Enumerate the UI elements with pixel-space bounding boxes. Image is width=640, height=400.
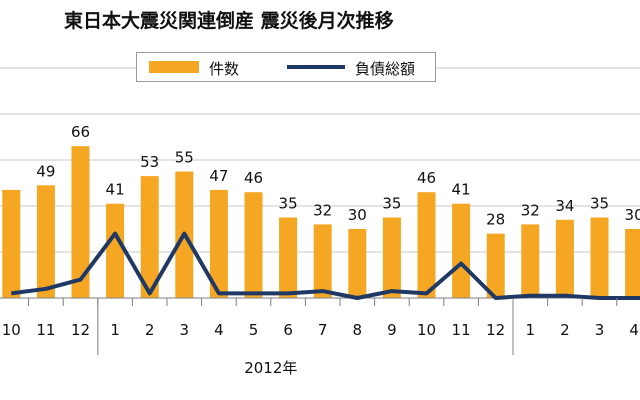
x-tick-label: 6 [283, 321, 293, 339]
bar-value-label: 47 [209, 167, 228, 185]
bar [313, 224, 332, 298]
bar [106, 203, 125, 298]
x-tick-label: 7 [318, 321, 328, 339]
bar-value-label: 49 [36, 162, 55, 180]
bar-value-label: 66 [71, 123, 90, 141]
bar [2, 189, 21, 298]
bar-value-label: 30 [625, 206, 640, 224]
bar-value-label: 46 [417, 169, 436, 187]
bar [348, 229, 367, 298]
bar [625, 229, 640, 298]
x-tick-label: 12 [486, 321, 505, 339]
bar-value-label: 53 [140, 153, 159, 171]
year-label: 2012年 [244, 359, 297, 377]
bar-value-label: 41 [106, 181, 125, 199]
bar-value-label: 35 [590, 195, 609, 213]
chart-legend: 件数 負債総額 [136, 52, 436, 82]
bar [140, 176, 159, 298]
bar-value-label: 34 [555, 197, 574, 215]
x-tick-label: 2 [145, 321, 155, 339]
bar [521, 224, 540, 298]
bar [71, 146, 90, 298]
bar [382, 217, 401, 298]
x-tick-label: 12 [71, 321, 90, 339]
bar-value-label: 35 [382, 195, 401, 213]
x-tick-label: 11 [452, 321, 471, 339]
bar [590, 217, 609, 298]
legend-swatch-bar [149, 61, 199, 73]
x-tick-label: 4 [629, 321, 639, 339]
bar-value-label: 35 [279, 195, 298, 213]
chart-title: 東日本大震災関連倒産 震災後月次推移 [64, 10, 394, 32]
bar [486, 233, 505, 298]
x-tick-label: 11 [36, 321, 55, 339]
line-series [11, 231, 640, 300]
x-tick-label: 3 [595, 321, 605, 339]
x-tick-label: 1 [526, 321, 536, 339]
legend-swatch-line [287, 65, 345, 69]
bar [36, 185, 55, 298]
x-tick-label: 1 [110, 321, 120, 339]
x-tick-label: 10 [2, 321, 21, 339]
legend-label-line: 負債総額 [355, 60, 416, 78]
bar [555, 219, 574, 298]
x-tick-label: 10 [417, 321, 436, 339]
bar [279, 217, 298, 298]
bar-value-label: 55 [175, 149, 194, 167]
bar [452, 203, 471, 298]
x-tick-label: 8 [353, 321, 363, 339]
x-tick-label: 3 [180, 321, 190, 339]
x-tick-label: 5 [249, 321, 259, 339]
bar-value-label: 30 [348, 206, 367, 224]
x-tick-label: 2 [560, 321, 570, 339]
x-tick-label: 9 [387, 321, 397, 339]
bar [417, 192, 436, 298]
x-tick-label: 4 [214, 321, 224, 339]
bar-value-label: 32 [313, 201, 332, 219]
bar-value-label: 41 [452, 181, 471, 199]
legend-label-bar: 件数 [209, 60, 240, 78]
bar-value-label: 46 [244, 169, 263, 187]
bar-value-label: 32 [521, 201, 540, 219]
bar-value-label: 28 [486, 211, 505, 229]
bar [209, 189, 228, 298]
bar [244, 192, 263, 298]
